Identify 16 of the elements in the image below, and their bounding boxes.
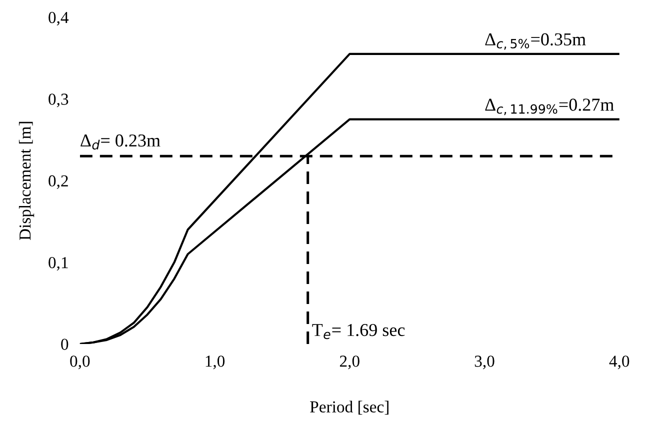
y-tick-label: 0,4 [48,12,69,26]
y-tick-label: 0,3 [48,94,68,108]
annotation: T$_{e}$= 1.69 sec [312,324,405,340]
annotation: Δ$_{c,11.99%}$=0.27m [485,98,614,116]
y-tick-label: 0,1 [48,257,68,271]
y-axis-title: Displacement [m] [18,122,34,240]
annotation: Δ$_{d}$= 0.23m [80,134,160,150]
x-axis-title: Period [sec] [310,400,388,415]
x-tick-label: 4,0 [609,356,630,370]
y-tick-label: 0,2 [48,175,68,189]
x-tick-label: 3,0 [474,356,494,370]
x-tick-label: 2,0 [340,356,360,370]
x-tick-label: 1,0 [206,356,225,370]
annotation: Δ$_{c,5%}$=0.35m [485,33,586,50]
y-tick-label: 0 [61,338,68,350]
x-tick-label: 0,0 [70,356,90,370]
